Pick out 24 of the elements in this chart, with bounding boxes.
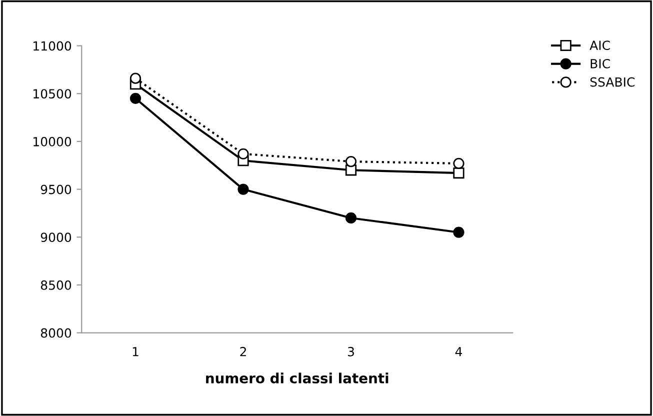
point <box>453 158 464 169</box>
point <box>130 92 142 104</box>
x-tick-label: 2 <box>240 346 246 356</box>
y-tick-label: 10000 <box>34 136 72 146</box>
y-tick-label: 10500 <box>34 89 72 99</box>
x-tick-label: 4 <box>455 347 462 356</box>
y-tick-label: 9000 <box>40 232 72 242</box>
y-tick-label: 8500 <box>40 280 72 290</box>
y-tick-label: 8000 <box>40 328 72 338</box>
legend-label: SSABIC <box>590 77 635 87</box>
y-tick-label: 9500 <box>40 184 72 194</box>
point <box>345 212 357 224</box>
x-tick-label: 3 <box>348 346 354 356</box>
point <box>130 72 142 84</box>
legend-label: AIC <box>590 40 610 50</box>
x-tick-label: 1 <box>132 347 138 356</box>
point <box>238 184 249 195</box>
point <box>453 226 464 238</box>
y-tick-label: 11000 <box>34 41 72 51</box>
point <box>238 148 249 160</box>
legend-label: BIC <box>590 58 610 68</box>
point <box>453 167 464 179</box>
x-axis-title: numero di classi latenti <box>206 372 388 384</box>
point <box>345 156 357 168</box>
